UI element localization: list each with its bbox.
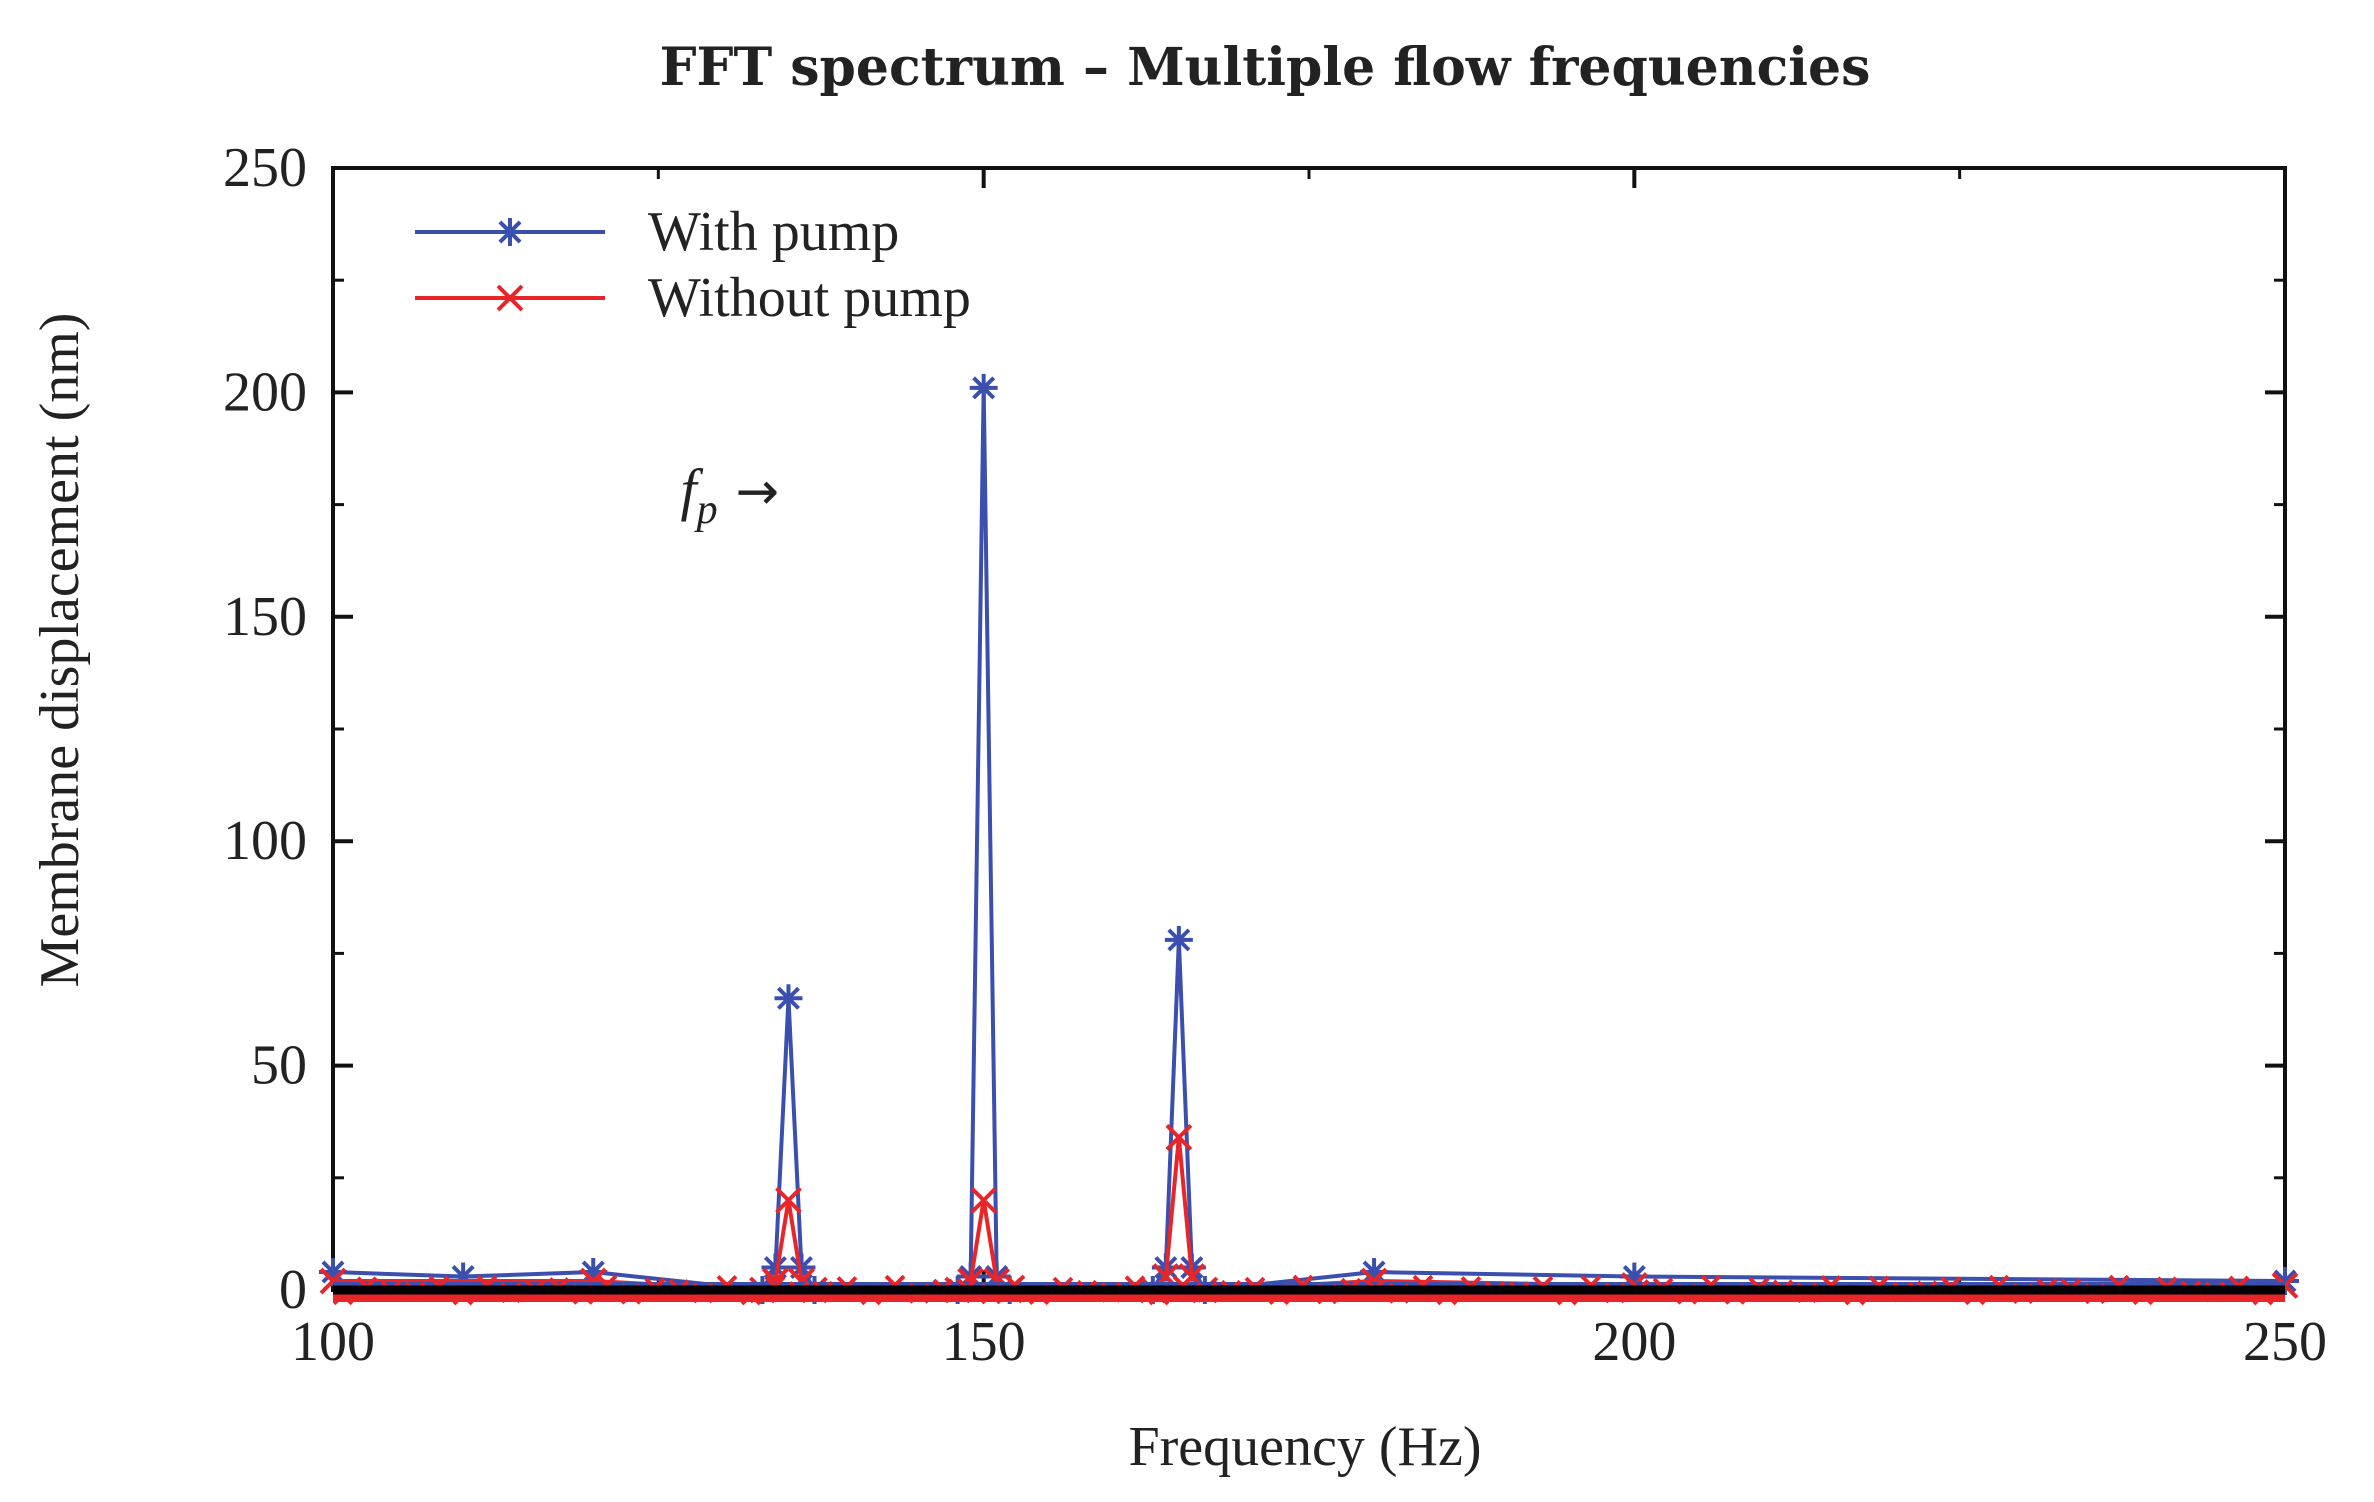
x-tick-label: 200 — [1592, 1311, 1676, 1373]
x-tick-label: 100 — [291, 1311, 375, 1373]
marker-stroke — [498, 220, 522, 244]
marker-stroke — [776, 986, 800, 1010]
marker-stroke — [496, 284, 524, 312]
fp-annotation: fp → — [680, 457, 779, 533]
y-tick-label: 150 — [223, 586, 307, 648]
data-point-with-pump — [1164, 925, 1193, 954]
chart-title: FFT spectrum – Multiple flow frequencies — [660, 37, 1871, 98]
marker-stroke — [581, 1260, 605, 1284]
data-point-without-pump — [1165, 1123, 1193, 1151]
x-tick-label: 250 — [2243, 1311, 2327, 1373]
series-layer — [319, 373, 2299, 1304]
marker-stroke — [1167, 928, 1191, 952]
data-point-without-pump — [775, 1186, 802, 1214]
legend-marker-x-icon — [496, 284, 524, 312]
plot-frame — [331, 166, 2287, 1292]
marker-stroke — [321, 1260, 345, 1284]
y-tick-label: 50 — [251, 1035, 307, 1097]
y-axis-label: Membrane displacement (nm) — [29, 313, 91, 988]
fp-label-subscript: p — [694, 487, 718, 533]
legend-marker-asterisk-icon — [496, 218, 524, 246]
series-line-with-pump — [332, 385, 2286, 1292]
marker-stroke — [319, 1267, 347, 1295]
x-axis-label: Frequency (Hz) — [1129, 1416, 1482, 1478]
y-tick-label: 0 — [279, 1259, 307, 1321]
baseline-noise — [332, 1274, 2285, 1306]
legend-label: With pump — [648, 201, 899, 263]
y-tick-label: 100 — [223, 810, 307, 872]
fp-label: fp — [680, 457, 717, 533]
x-tick-label: 150 — [942, 1311, 1026, 1373]
y-tick-label: 200 — [223, 361, 307, 423]
data-point-with-pump — [969, 373, 998, 402]
legend-label: Without pump — [648, 267, 971, 329]
marker-stroke — [775, 1186, 802, 1214]
series-line-without-pump — [333, 1135, 2285, 1292]
plot-area — [331, 166, 2287, 1292]
fp-arrow-icon: → — [735, 462, 779, 522]
y-tick-label: 250 — [223, 137, 307, 199]
axis-ticks: 0 50 100 150 200 250 100 150 200 250 — [223, 137, 2327, 1373]
data-point-without-pump — [970, 1186, 998, 1214]
marker-stroke — [1165, 1123, 1193, 1151]
marker-stroke — [972, 376, 996, 400]
data-point-with-pump — [2271, 1267, 2299, 1296]
marker-stroke — [970, 1186, 998, 1214]
data-point-with-pump — [774, 984, 803, 1013]
